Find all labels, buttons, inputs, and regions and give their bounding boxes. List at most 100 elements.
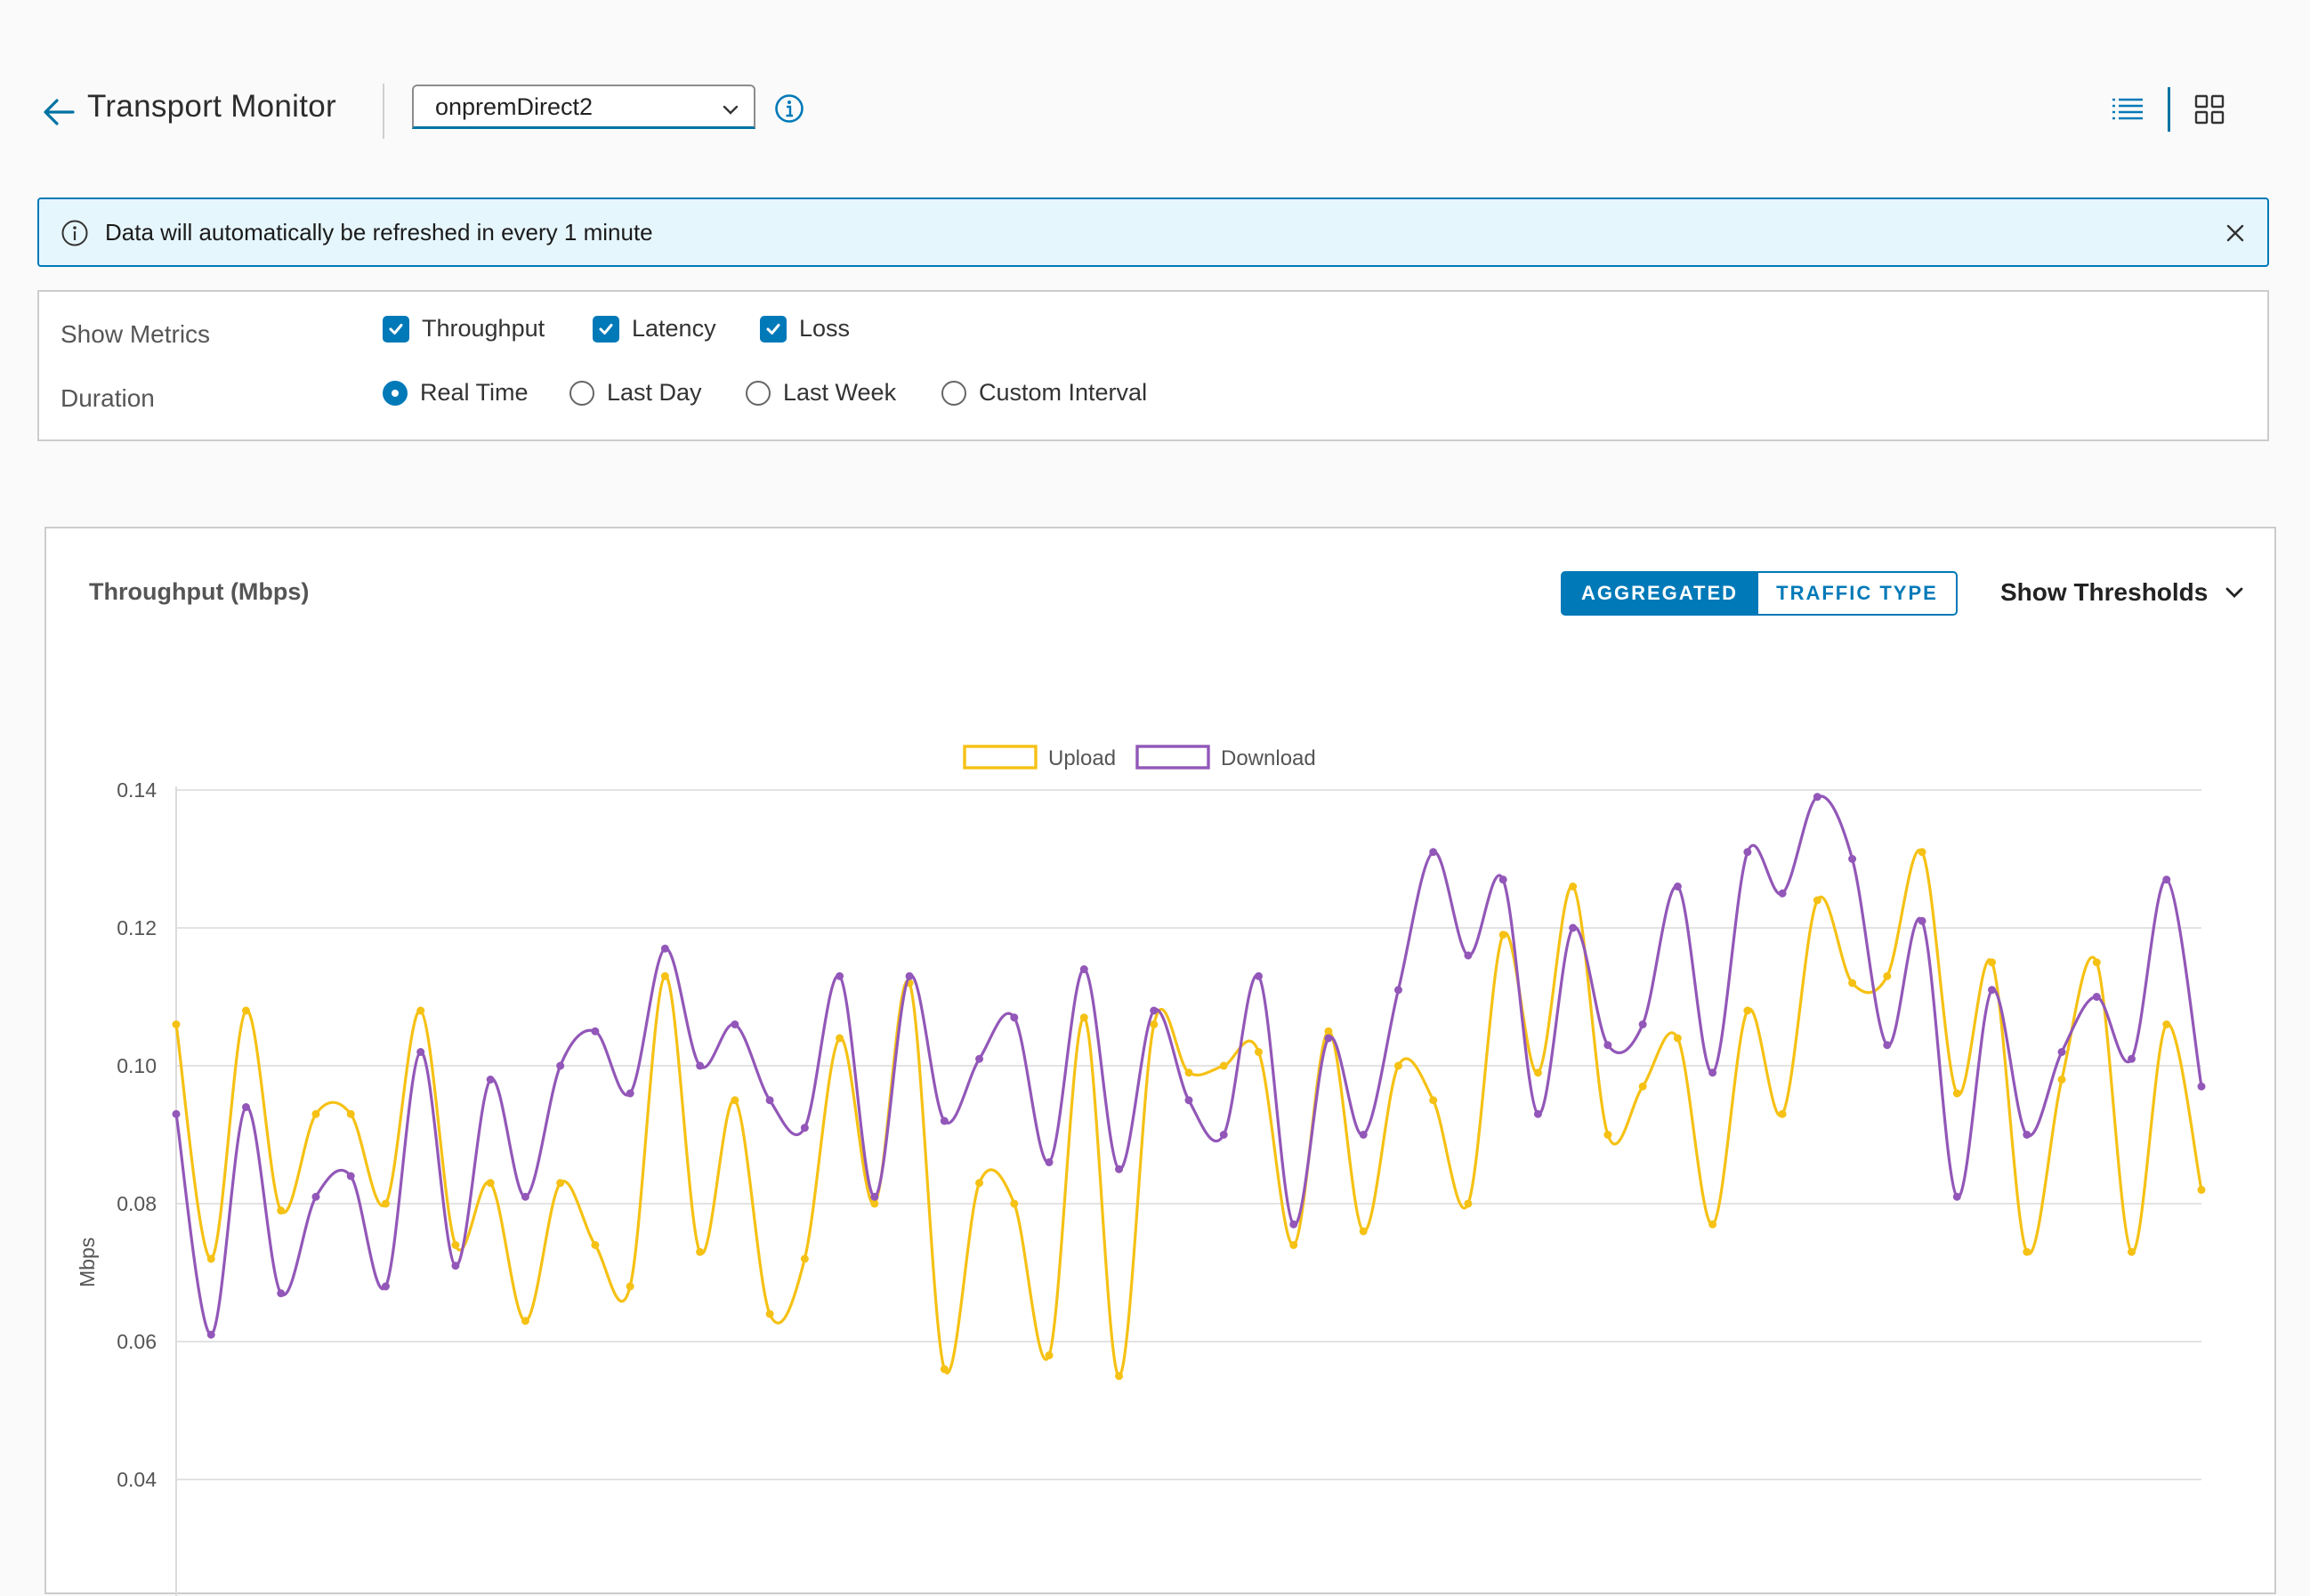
data-point [346,1172,355,1181]
data-point [800,1124,809,1133]
data-point [556,1061,565,1070]
data-point [731,1020,739,1028]
data-point [1219,1061,1228,1070]
y-tick-label: 0.14 [117,778,157,802]
data-point [1184,1096,1193,1105]
data-point [311,1109,320,1118]
data-point [1883,971,1892,980]
data-point [1219,1131,1228,1139]
checkbox-throughput[interactable]: Throughput [383,315,545,343]
data-point [451,1261,460,1270]
data-point [1603,1131,1612,1139]
data-point [2092,958,2101,967]
data-point [696,1061,705,1070]
data-point [1150,1020,1159,1028]
data-point [521,1317,529,1326]
close-icon[interactable] [2225,222,2246,244]
data-point [1569,883,1578,891]
view-toggle-divider [2168,87,2170,132]
data-point [241,1103,250,1111]
radio-button [383,380,408,406]
legend-swatch [1135,745,1210,770]
radio-last-day[interactable]: Last Day [569,379,702,407]
chart-series [172,793,2206,1381]
checkbox-box [383,315,409,343]
series-upload [172,848,2206,1381]
data-point [2023,1247,2031,1256]
radio-custom-interval[interactable]: Custom Interval [941,379,1147,407]
data-point [975,1054,984,1063]
data-point [1813,896,1821,905]
info-circle-icon[interactable] [774,93,804,124]
info-circle-icon [61,220,88,246]
data-point [1918,848,1926,857]
data-point [2023,1131,2031,1139]
data-point [836,1034,844,1043]
checkbox-latency[interactable]: Latency [593,315,716,343]
legend-label: Download [1221,746,1316,770]
chart-legend[interactable]: Upload Download [963,745,1316,770]
radio-label: Real Time [420,379,529,406]
data-point [1150,1006,1159,1015]
data-point [2057,1048,2066,1056]
banner-text: Data will automatically be refreshed in … [105,219,653,246]
radio-label: Last Day [607,379,702,406]
checkbox-loss[interactable]: Loss [760,315,850,343]
checkbox-label: Loss [799,315,851,342]
legend-swatch [963,745,1038,770]
data-point [905,971,914,980]
radio-label: Last Week [783,379,897,406]
data-point [975,1179,984,1188]
radio-button [746,380,771,406]
toggle-aggregated[interactable]: AGGREGATED [1561,571,1758,616]
data-point [1708,1220,1717,1229]
refresh-info-banner: Data will automatically be refreshed in … [37,197,2269,267]
data-point [800,1254,809,1263]
data-point [1848,855,1857,863]
arrow-left-icon[interactable] [41,94,77,130]
transport-select[interactable]: onpremDirect2 [412,85,755,129]
checkbox-box [760,315,787,343]
checkbox-label: Throughput [422,315,545,342]
show-thresholds-dropdown[interactable]: Show Thresholds [2000,578,2245,607]
grid-view-icon[interactable] [2194,94,2225,125]
data-point [1184,1068,1193,1077]
data-point [1045,1158,1054,1166]
data-point [2162,1020,2171,1028]
data-point [1988,958,1997,967]
data-point [1010,1013,1019,1022]
data-point [1498,875,1507,884]
y-tick-label: 0.04 [117,1468,157,1491]
data-point [2057,1076,2066,1084]
toggle-traffic-type[interactable]: TRAFFIC TYPE [1758,571,1958,616]
data-point [660,971,669,980]
chevron-down-icon [2225,587,2243,598]
data-point [1324,1034,1333,1043]
data-point [1359,1131,1368,1139]
transport-select-value: onpremDirect2 [435,93,594,120]
data-point [486,1179,495,1188]
data-point [416,1048,425,1056]
data-point [1918,916,1926,925]
data-point [451,1241,460,1249]
data-point [556,1179,565,1188]
data-point [172,1020,181,1028]
radio-last-week[interactable]: Last Week [746,379,896,407]
data-point [416,1006,425,1015]
data-point [765,1096,774,1105]
data-point [1464,1199,1473,1208]
radio-button [941,380,966,406]
data-point [1115,1372,1124,1381]
radio-real-time[interactable]: Real Time [383,379,529,407]
throughput-chart-card: Throughput (Mbps) AGGREGATED TRAFFIC TYP… [44,527,2276,1596]
data-point [521,1192,529,1201]
data-point [1045,1351,1054,1359]
data-point [1603,1041,1612,1050]
data-point [1813,793,1821,802]
data-point [1393,986,1402,995]
data-point [731,1096,739,1105]
data-point [1708,1068,1717,1077]
list-view-icon[interactable] [2111,94,2144,125]
